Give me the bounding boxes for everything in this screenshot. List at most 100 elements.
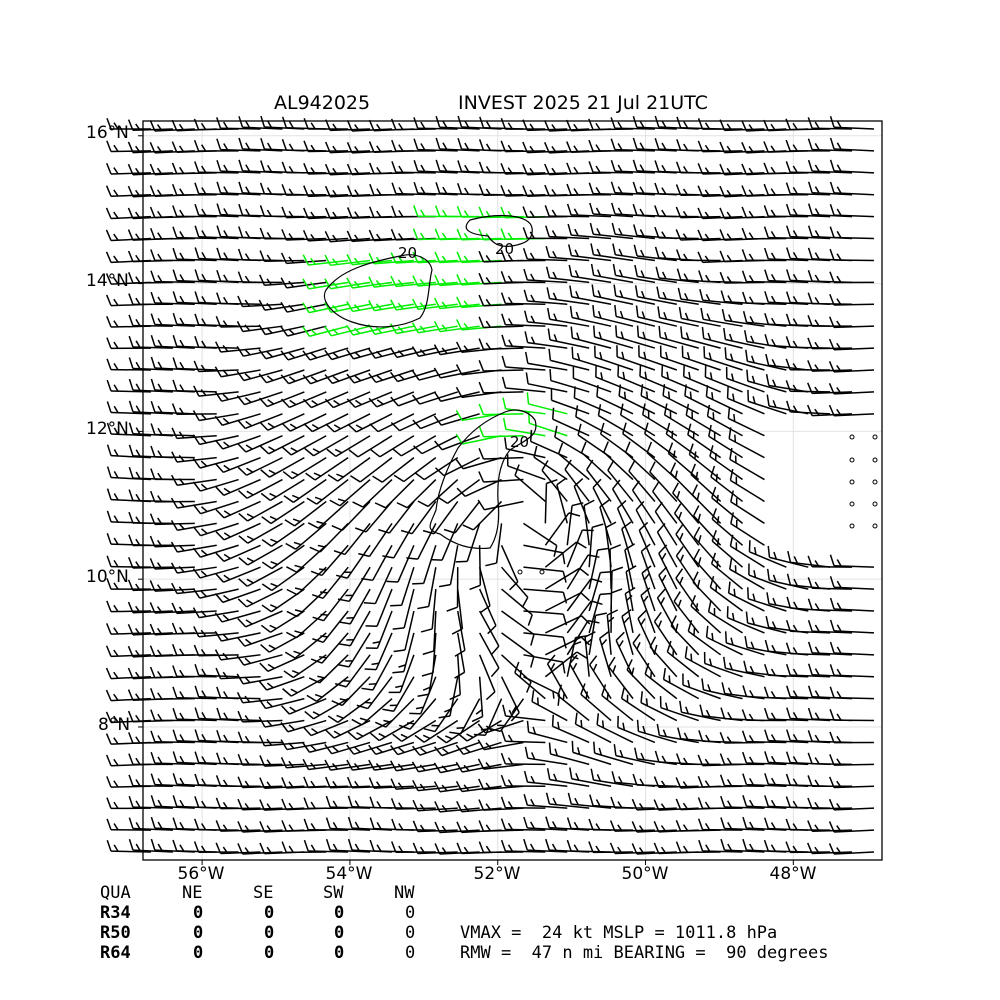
- wind-barb: [350, 457, 393, 483]
- wind-barb: [688, 443, 722, 481]
- wind-barb: [390, 566, 415, 607]
- wind-barb: [215, 797, 261, 810]
- wind-barb: [661, 364, 700, 393]
- wind-barb: [216, 138, 261, 152]
- wind-barb: [258, 324, 305, 336]
- wind-barb: [544, 651, 588, 678]
- wind-barb: [478, 360, 524, 372]
- wind-barb: [127, 119, 173, 132]
- wind-barb: [639, 364, 678, 393]
- wind-barb: [170, 541, 217, 553]
- wind-barb: [545, 615, 591, 634]
- wind-barb: [501, 588, 533, 626]
- wind-barb: [682, 364, 721, 393]
- wind-barb: [524, 331, 568, 349]
- wind-barb: [193, 626, 239, 638]
- wind-barb: [304, 697, 349, 720]
- wind-barb: [106, 578, 152, 590]
- wind-barb: [303, 797, 349, 810]
- map-frame: [142, 120, 883, 861]
- wind-barb: [412, 545, 437, 585]
- lon-label: 54°W: [325, 864, 373, 884]
- wind-barb: [644, 422, 678, 459]
- calm-marker: [872, 434, 878, 440]
- wind-barb: [807, 159, 853, 174]
- wind-barb: [675, 568, 700, 612]
- wind-barb: [500, 163, 546, 175]
- wind-barb: [280, 347, 327, 361]
- wind-barb: [699, 288, 743, 306]
- wind-barb: [596, 713, 634, 744]
- wind-barb: [500, 752, 546, 766]
- wind-barb: [500, 118, 546, 130]
- wind-barb: [392, 719, 437, 742]
- wind-barb: [545, 636, 591, 656]
- wind-barb: [764, 269, 809, 284]
- wind-barb: [172, 665, 217, 678]
- wind-barb: [455, 780, 502, 793]
- wind-barb: [237, 843, 283, 855]
- wind-barb: [548, 348, 590, 371]
- wind-barb: [500, 140, 546, 153]
- wind-barb: [433, 741, 480, 757]
- wind-barb: [456, 478, 502, 498]
- wind-barb: [149, 513, 195, 526]
- wind-barb: [128, 817, 173, 831]
- wind-barb: [631, 798, 677, 811]
- wind-barb: [807, 577, 853, 590]
- wind-barb: [723, 327, 765, 349]
- wind-barb: [807, 138, 853, 152]
- wind-barb: [523, 770, 568, 788]
- wind-barb: [500, 796, 546, 809]
- wind-barb: [347, 413, 393, 433]
- wind-barb: [601, 684, 634, 722]
- wind-barb: [500, 566, 529, 608]
- wind-barb: [280, 252, 327, 265]
- wind-barb: [592, 325, 634, 349]
- wind-barb: [286, 566, 327, 596]
- wind-barb: [546, 768, 590, 788]
- wind-barb: [106, 140, 152, 153]
- wind-barb: [598, 630, 612, 677]
- wind-barb: [238, 478, 283, 499]
- row-label: R34: [100, 903, 131, 923]
- wind-barb: [170, 497, 217, 509]
- wind-barb: [106, 379, 152, 393]
- wind-barb: [106, 444, 152, 459]
- wind-barb: [764, 291, 809, 306]
- wind-barb: [390, 741, 437, 756]
- wind-barb: [435, 137, 480, 152]
- wind-barb: [238, 522, 283, 544]
- wind-barb: [306, 478, 349, 505]
- wind-barb: [829, 226, 875, 240]
- wind-barb: [236, 321, 283, 333]
- wind-barb: [606, 609, 619, 655]
- wind-barb: [644, 662, 678, 700]
- wind-barb: [571, 740, 612, 766]
- wind-barb: [305, 457, 349, 481]
- wind-barb: [422, 610, 437, 656]
- wind-barb: [325, 719, 371, 739]
- wind-barb: [586, 459, 612, 502]
- wind-barb: [303, 818, 349, 831]
- wind-barb: [501, 610, 535, 646]
- lon-label: 50°W: [621, 864, 669, 884]
- wind-barb: [283, 478, 327, 503]
- wind-barb: [599, 422, 634, 459]
- wind-barb: [573, 477, 590, 524]
- wind-barb: [691, 484, 722, 524]
- wind-barb: [675, 753, 721, 766]
- wind-barb: [311, 566, 349, 600]
- wind-barb: [454, 610, 466, 657]
- wind-barb: [638, 521, 656, 568]
- wind-barb: [194, 247, 239, 262]
- wind-barb: [658, 325, 699, 349]
- wind-barb: [566, 502, 584, 546]
- wind-barb: [346, 776, 393, 789]
- wind-barb: [325, 795, 371, 809]
- wind-barb: [610, 159, 655, 174]
- wind-barb: [302, 369, 349, 385]
- wind-barb: [612, 243, 656, 262]
- wind-barb: [523, 632, 567, 649]
- wind-barb: [747, 389, 787, 415]
